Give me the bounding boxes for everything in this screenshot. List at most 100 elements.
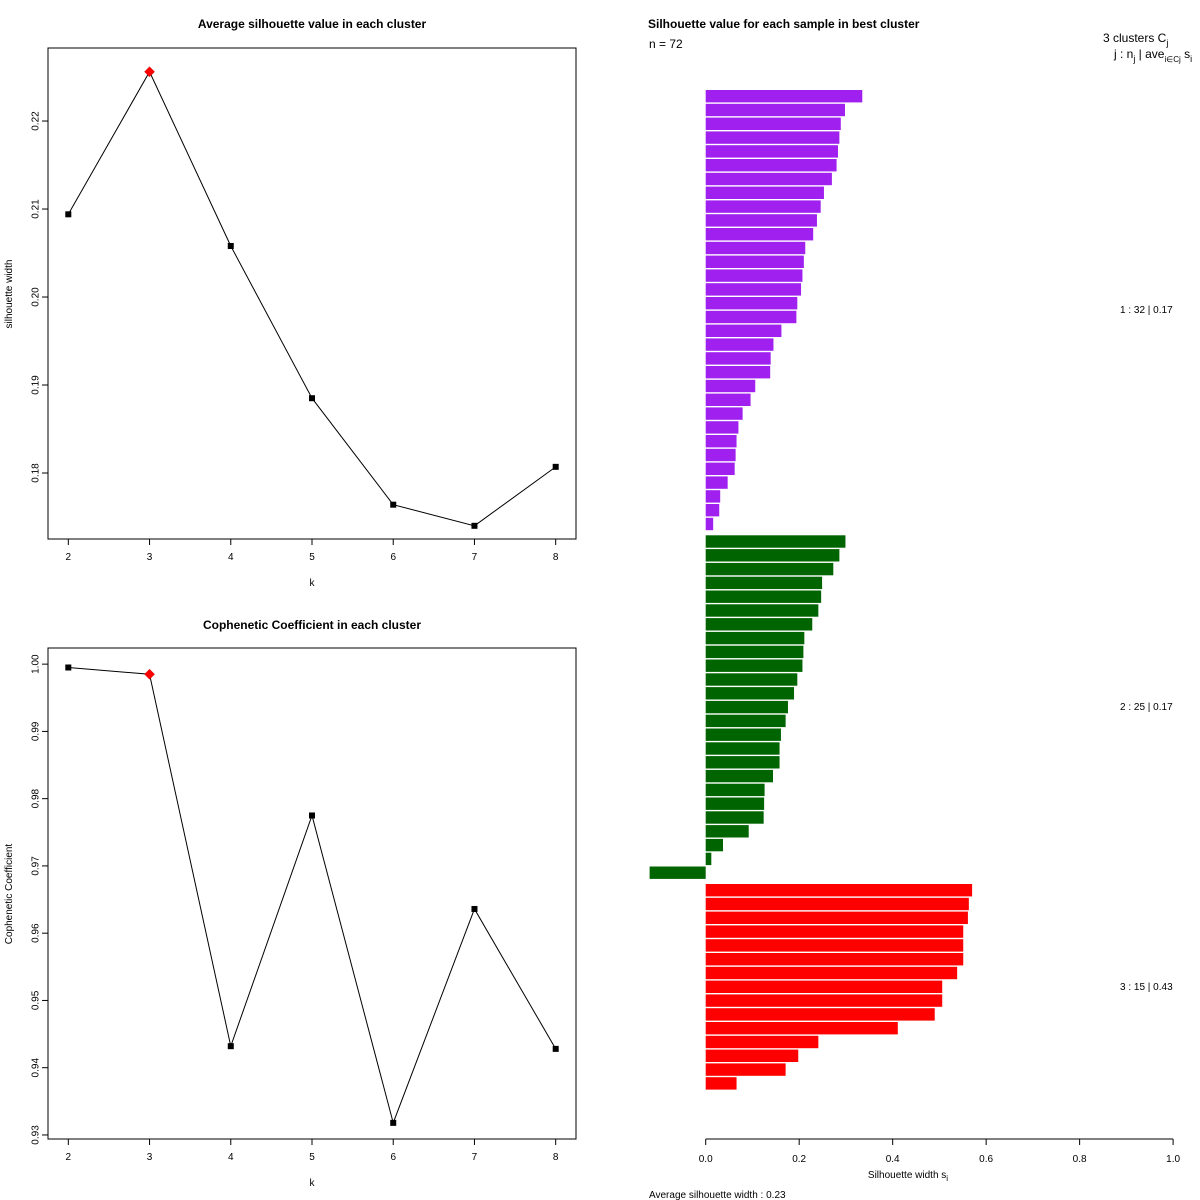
cluster-1-bar	[705, 241, 806, 255]
cophenetic-ytick-label: 0.93	[31, 1125, 42, 1145]
cluster-2-bar	[705, 590, 822, 603]
cluster-2-bar	[705, 742, 780, 755]
cluster-1-bar	[705, 421, 739, 434]
legend-header-line1-sub: j	[1165, 38, 1168, 48]
silhouette-bars-xlabel: Silhouette width s	[868, 1170, 946, 1181]
cluster-2-bar	[705, 714, 786, 728]
cluster-2-bar	[705, 783, 765, 797]
cluster-1-bar	[705, 90, 863, 103]
cophenetic-best-point	[144, 668, 155, 680]
cluster-3-bar	[705, 1035, 819, 1049]
cluster-2-bar	[705, 838, 723, 852]
cophenetic-panel: Cophenetic Coefficient in each cluster k…	[4, 618, 577, 1189]
cluster-2-bar	[705, 645, 804, 659]
cluster-2-bar	[705, 769, 774, 783]
svg-text:3 clusters Cj: 3 clusters Cj	[1103, 31, 1168, 48]
cluster-1-bar	[705, 476, 728, 489]
cluster-1-bar	[705, 379, 756, 393]
cophenetic-xtick-label: 7	[472, 1152, 478, 1163]
silhouette-bars-xlabel-sub: i	[946, 1174, 948, 1183]
silhouette-xtick-label: 0.4	[886, 1154, 900, 1165]
cluster-2-bar	[705, 756, 780, 769]
silhouette-xtick-label: 0.2	[792, 1154, 806, 1165]
cophenetic-ytick-label: 0.97	[31, 856, 42, 876]
silhouette-xtick-label: 0.8	[1073, 1154, 1087, 1165]
cluster-3-bar	[705, 939, 964, 952]
avg-silhouette-xlabel: k	[310, 578, 316, 589]
cluster-1-bar	[705, 145, 838, 158]
avg-silhouette-ytick-label: 0.20	[31, 287, 42, 307]
cluster-2-bar	[705, 659, 803, 672]
avg-silhouette-ytick-label: 0.19	[31, 375, 42, 395]
cophenetic-data-point	[65, 664, 72, 671]
silhouette-xtick-label: 0.6	[979, 1154, 993, 1165]
avg-silhouette-best-point	[144, 66, 155, 78]
legend-header-line2-sub2: i∈Cj	[1164, 55, 1181, 64]
cophenetic-xlabel: k	[310, 1178, 316, 1189]
cophenetic-ytick-label: 0.98	[31, 788, 42, 808]
cluster-1-bar	[705, 310, 797, 324]
cophenetic-data-point	[227, 1043, 234, 1050]
cluster-1-bar	[705, 490, 721, 503]
cluster-3-bar	[705, 925, 964, 938]
cophenetic-title: Cophenetic Coefficient in each cluster	[203, 618, 421, 632]
cluster-2-bar	[705, 825, 749, 838]
cluster-2-bar	[705, 576, 823, 590]
avg-silhouette-data-point	[552, 463, 559, 470]
cluster-1-bar	[705, 407, 743, 420]
average-silhouette-footer: Average silhouette width : 0.23	[649, 1190, 786, 1200]
cluster-1-bar	[705, 517, 714, 531]
cluster-3-bar	[705, 1077, 737, 1090]
cluster-1-bar	[705, 435, 737, 448]
avg-silhouette-data-point	[471, 522, 478, 529]
svg-text:Silhouette width si: Silhouette width si	[868, 1170, 948, 1183]
cluster-3-bar	[705, 1049, 799, 1062]
cluster-1-legend-label: 1 : 32 | 0.17	[1120, 305, 1173, 316]
cluster-1-bar	[705, 283, 802, 296]
cluster-3-bar	[705, 1008, 935, 1021]
cluster-3-bar	[705, 1022, 898, 1035]
cluster-2-legend-label: 2 : 25 | 0.17	[1120, 702, 1173, 713]
cluster-1-bar	[705, 200, 821, 213]
cluster-3-bar	[705, 884, 973, 897]
cluster-1-bar	[705, 117, 841, 130]
cluster-3-bar	[705, 966, 958, 980]
cluster-2-bar	[705, 811, 764, 824]
cluster-1-bar	[705, 172, 832, 186]
svg-text:j : nj | avei∈Cj si: j : nj | avei∈Cj si	[1113, 47, 1192, 64]
cophenetic-xtick-label: 6	[390, 1152, 396, 1163]
cluster-3-bar	[705, 897, 969, 911]
avg-silhouette-data-point	[65, 211, 72, 218]
cophenetic-ylabel: Cophenetic Coefficient	[4, 844, 15, 945]
silhouette-bars-title: Silhouette value for each sample in best…	[648, 17, 920, 31]
cluster-2-bar	[705, 852, 712, 866]
cophenetic-ytick-label: 1.00	[31, 654, 42, 674]
cluster-1-bar	[705, 159, 837, 172]
cluster-1-bar	[705, 393, 751, 406]
cophenetic-plot-frame	[47, 647, 577, 1140]
cluster-1-bar	[705, 462, 735, 475]
avg-silhouette-ytick-label: 0.22	[31, 111, 42, 131]
avg-silhouette-panel: Average silhouette value in each cluster…	[4, 17, 577, 589]
cluster-2-bar	[705, 549, 840, 562]
cluster-1-bar	[705, 131, 840, 144]
legend-header-line2-end: s	[1181, 47, 1190, 61]
cluster-2-bar	[705, 673, 798, 686]
cluster-3-bar	[705, 911, 968, 924]
cluster-2-bar	[705, 535, 846, 548]
avg-silhouette-ylabel: silhouette width	[4, 260, 15, 329]
avg-silhouette-data-point	[390, 501, 397, 508]
legend-header-line2-sub: j	[1132, 54, 1135, 64]
avg-silhouette-data-point	[227, 242, 234, 249]
cluster-1-bar	[705, 352, 771, 365]
legend-header-line2-rest: | ave	[1135, 47, 1164, 61]
cluster-3-bar	[705, 994, 943, 1007]
cluster-1-bar	[705, 448, 736, 462]
avg-silhouette-ytick-label: 0.18	[31, 463, 42, 483]
avg-silhouette-series-line	[67, 70, 556, 527]
cluster-1-bar	[705, 338, 774, 351]
cophenetic-ytick-label: 0.95	[31, 990, 42, 1010]
cluster-2-bar	[705, 728, 781, 741]
cluster-1-bar	[705, 366, 771, 379]
